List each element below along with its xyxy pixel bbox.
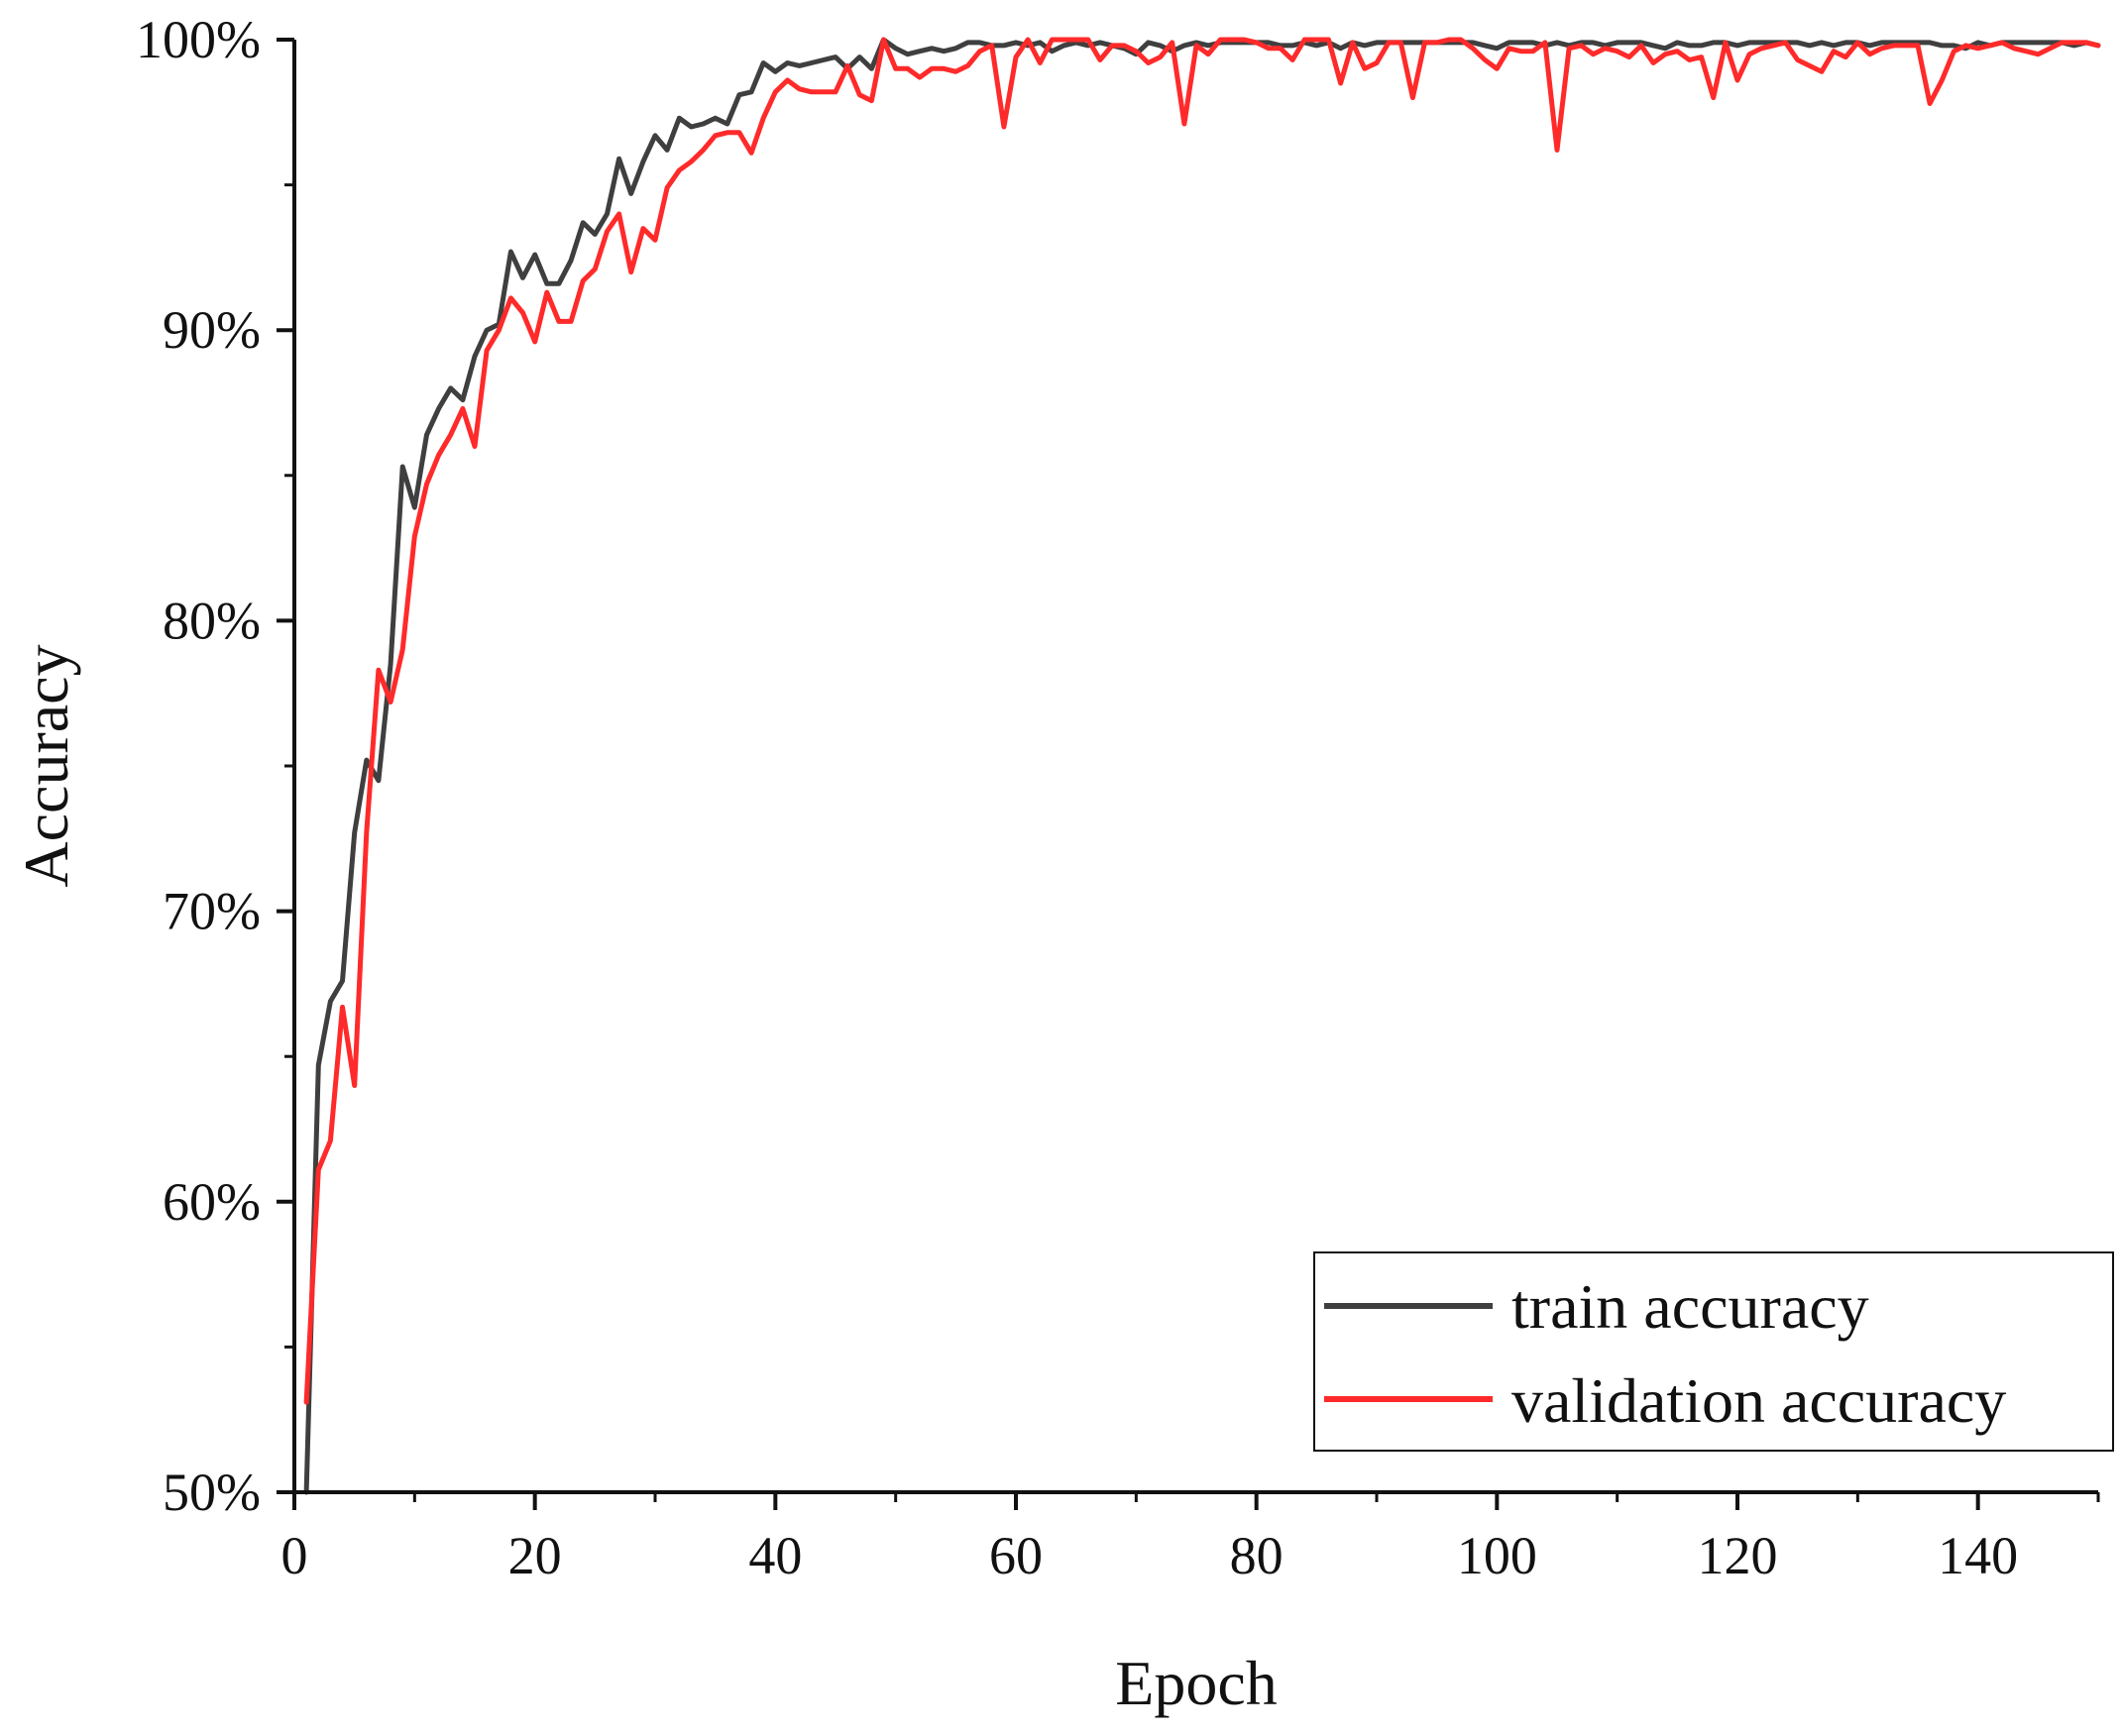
x-tick-label: 40: [748, 1526, 802, 1585]
x-tick-label: 120: [1698, 1526, 1778, 1585]
legend-label-validation: validation accuracy: [1511, 1365, 2006, 1436]
y-tick-label: 80%: [163, 591, 261, 650]
x-tick-label: 100: [1457, 1526, 1537, 1585]
x-tick-label: 60: [989, 1526, 1043, 1585]
legend: train accuracy validation accuracy: [1313, 1251, 2114, 1452]
y-tick-label: 100%: [136, 10, 261, 69]
y-axis-title: Accuracy: [11, 644, 81, 887]
series-line-train-accuracy: [303, 37, 2101, 1495]
y-tick-label: 50%: [163, 1463, 261, 1522]
series-line-validation-accuracy: [303, 37, 2101, 1405]
legend-label-train: train accuracy: [1511, 1271, 1869, 1342]
y-tick-label: 60%: [163, 1172, 261, 1232]
ticks-layer: 0 20 40 60 80 100 120 140 50% 60% 70% 80% 90% 100%: [136, 10, 2100, 1585]
x-tick-label: 80: [1230, 1526, 1284, 1585]
y-tick-label: 90%: [163, 300, 261, 360]
legend-box: [1313, 1251, 2114, 1452]
x-tick-label: 20: [508, 1526, 562, 1585]
x-axis-title: Epoch: [1115, 1648, 1278, 1718]
x-tick-label: 0: [281, 1526, 308, 1585]
series-layer: [303, 37, 2101, 1495]
x-tick-label: 140: [1938, 1526, 2018, 1585]
y-tick-label: 70%: [163, 882, 261, 941]
